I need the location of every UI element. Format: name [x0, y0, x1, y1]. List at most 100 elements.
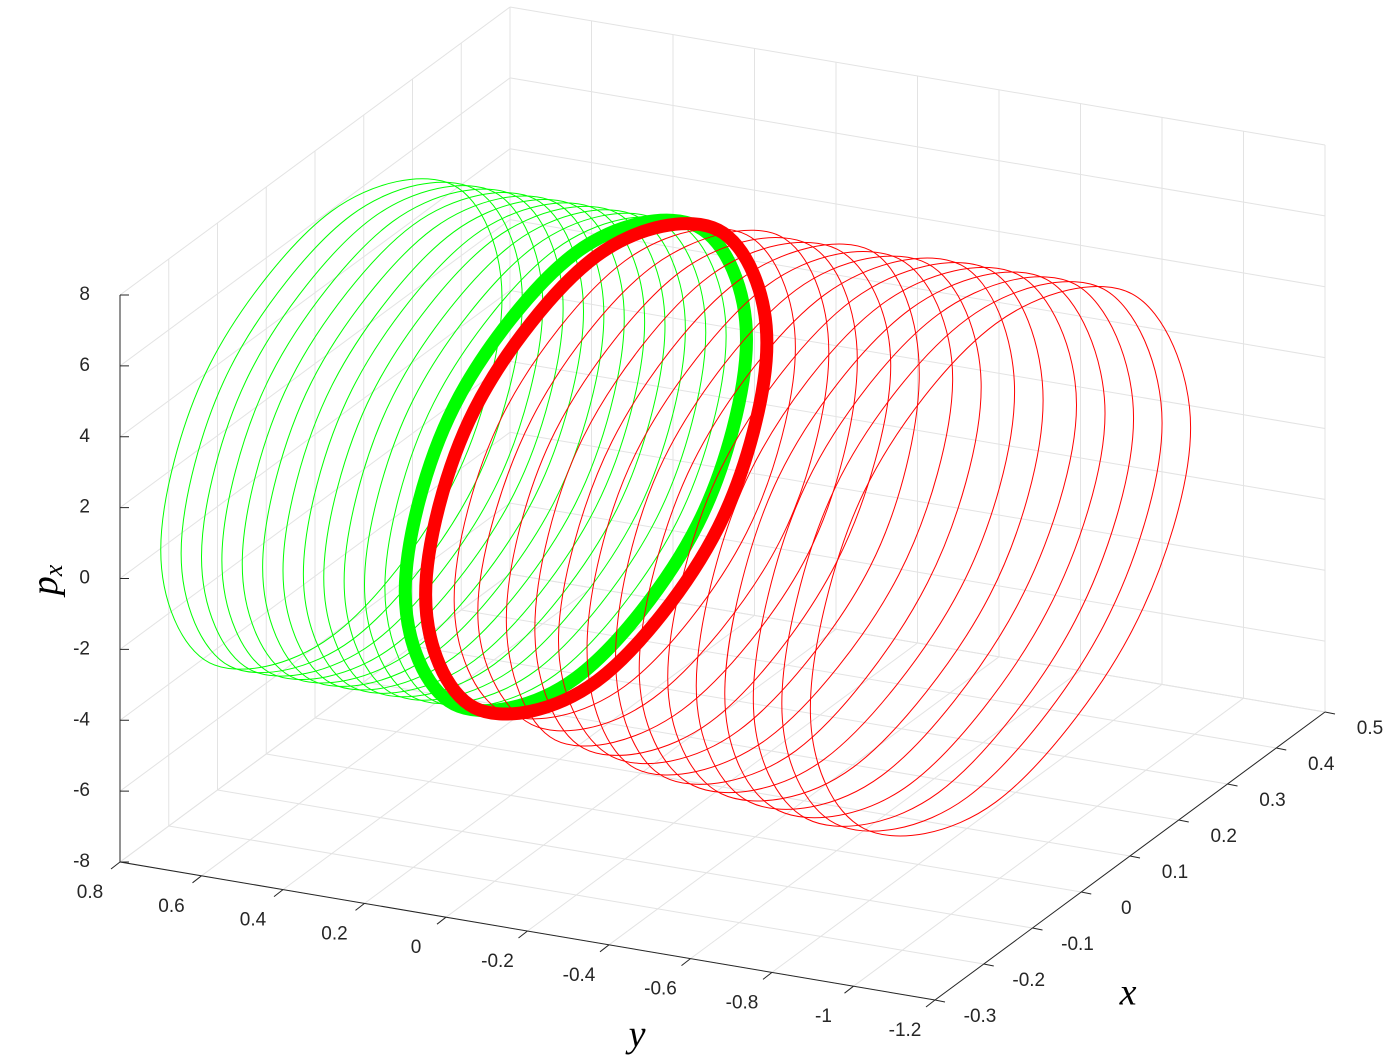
curve: [453, 228, 796, 720]
x-tick-label: 0: [1121, 898, 1132, 919]
x-tick-label: 0.5: [1357, 718, 1383, 739]
z-tick-label: 6: [79, 355, 90, 376]
grid-line: [509, 431, 1326, 571]
y-tick-label: -0.2: [481, 951, 514, 972]
x-tick-label: 0.3: [1259, 790, 1285, 811]
x-tick-label: 0.4: [1308, 754, 1335, 775]
tick-mark: [110, 861, 121, 870]
grid-line: [119, 290, 511, 579]
tick-mark: [934, 999, 946, 1003]
tick-mark: [1227, 783, 1238, 787]
x-tick-label: -0.2: [1012, 970, 1045, 991]
tick-mark: [1081, 891, 1092, 895]
tick-mark: [599, 944, 610, 953]
y-tick-label: 0.4: [240, 910, 267, 931]
grid-line: [509, 219, 1326, 359]
z-axis-label-sub: x: [39, 564, 68, 577]
curve: [638, 257, 1016, 794]
curve: [200, 185, 544, 677]
curve: [323, 205, 666, 698]
tick-mark: [436, 916, 447, 925]
curve: [398, 213, 754, 717]
x-axis-label: x: [1119, 972, 1137, 1014]
curve: [262, 195, 605, 687]
y-tick-label: 0.2: [321, 923, 347, 944]
y-tick-label: -1.2: [889, 1020, 922, 1041]
grid-line: [509, 77, 1326, 217]
tick-mark: [1032, 927, 1043, 931]
grid-line: [690, 670, 1081, 960]
grid-line: [119, 6, 511, 296]
grid-line: [527, 642, 918, 932]
tick-mark: [1129, 855, 1141, 859]
curve: [724, 271, 1106, 819]
curve: [343, 209, 686, 701]
z-tick-label: -6: [73, 780, 90, 801]
curve: [221, 188, 564, 680]
grid-line: [509, 148, 1326, 288]
curve: [419, 217, 774, 721]
y-tick-label: -1: [815, 1006, 832, 1027]
tick-mark: [355, 903, 365, 911]
grid-line: [119, 77, 511, 367]
grid-line: [608, 656, 1000, 946]
tick-mark: [983, 963, 994, 967]
curve: [505, 237, 858, 747]
curve: [384, 216, 727, 708]
x-tick-label: -0.3: [964, 1006, 997, 1027]
z-tick-label: -4: [73, 709, 90, 730]
grid-line: [509, 6, 1326, 146]
tick-mark: [681, 958, 691, 966]
tick-mark: [1276, 747, 1287, 751]
curve: [534, 241, 892, 756]
x-tick-label: 0.2: [1211, 826, 1237, 847]
y-tick-label: -0.8: [726, 992, 759, 1013]
z-tick-label: -8: [73, 851, 90, 872]
y-axis-label: y: [625, 1014, 646, 1056]
grid-line: [853, 697, 1244, 987]
curve: [302, 202, 646, 694]
tick-mark: [1324, 711, 1336, 715]
curve: [557, 243, 920, 765]
z-axis-label: px: [24, 564, 68, 598]
curve: [586, 251, 954, 776]
z-tick-label: 8: [79, 284, 90, 305]
curve: [752, 276, 1135, 827]
z-axis-label-main: p: [24, 576, 66, 598]
y-tick-label: -0.6: [644, 979, 677, 1000]
z-tick-label: 0: [79, 568, 90, 589]
grid-line: [509, 502, 1326, 642]
tick-mark: [925, 999, 936, 1008]
tick-mark: [844, 985, 854, 994]
grid-line: [364, 614, 755, 904]
tick-mark: [273, 889, 284, 897]
tick-mark: [1178, 819, 1189, 823]
y-tick-label: -0.4: [563, 965, 596, 986]
curve: [241, 192, 585, 684]
grid-line: [119, 148, 511, 438]
y-tick-label: 0.8: [77, 882, 103, 903]
grid-line: [445, 628, 837, 918]
grid-line: [119, 219, 511, 509]
tick-mark: [518, 930, 528, 939]
z-tick-label: 4: [79, 426, 90, 447]
curve: [809, 285, 1192, 837]
y-tick-label: 0.6: [158, 896, 184, 917]
curve: [180, 181, 523, 674]
grid-line: [119, 360, 511, 650]
tick-mark: [762, 972, 773, 980]
curve: [615, 255, 982, 785]
z-tick-label: 2: [79, 497, 90, 518]
x-tick-label: 0.1: [1162, 862, 1188, 883]
z-tick-label: -2: [73, 638, 90, 659]
grid-line: [201, 587, 592, 877]
curve: [363, 212, 707, 705]
tick-mark: [192, 875, 202, 884]
curve: [667, 262, 1044, 802]
y-tick-label: 0: [411, 937, 422, 958]
curve: [781, 281, 1163, 832]
curve: [477, 229, 830, 732]
curve: [282, 199, 625, 691]
grid-line: [771, 683, 1163, 973]
